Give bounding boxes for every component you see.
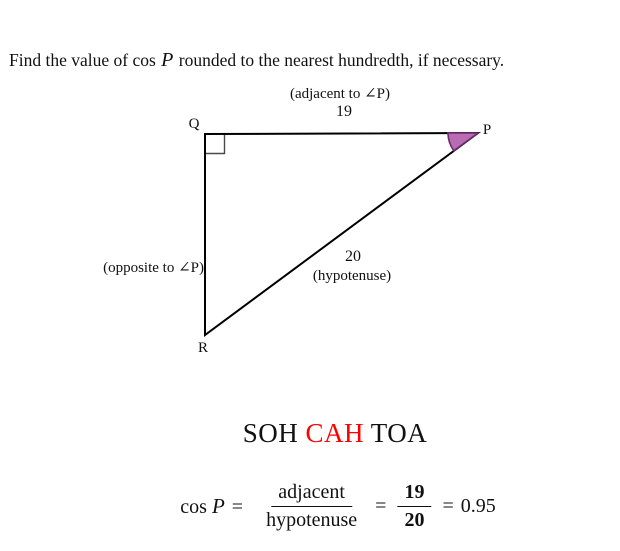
- right-angle-marker: [206, 135, 226, 155]
- problem-statement-prefix: Find the value of cos: [9, 49, 161, 70]
- hypotenuse-length-label: 20: [345, 248, 361, 265]
- mnemonic-cah: CAH: [305, 418, 365, 448]
- formula-fraction-numbers: 19 20: [397, 481, 432, 532]
- vertex-label-p: P: [483, 122, 491, 138]
- formula-equals-2: =: [375, 495, 387, 517]
- problem-statement-suffix: rounded to the nearest hundredth, if nec…: [174, 49, 505, 70]
- triangle-outline: [204, 131, 482, 337]
- adjacent-length-label: 19: [336, 103, 352, 120]
- formula-variable: P: [211, 494, 225, 518]
- opposite-note-label: (opposite to ∠P): [103, 260, 204, 276]
- cosine-formula: cos P = adjacent hypotenuse = 19 20 = 0.…: [180, 481, 495, 532]
- adjacent-note-label: (adjacent to ∠P): [290, 86, 390, 102]
- mnemonic-soh: SOH: [242, 418, 306, 448]
- formula-fraction-words: adjacent hypotenuse: [259, 481, 364, 532]
- mnemonic-soh-cah-toa: SOH CAH TOA: [243, 418, 428, 449]
- problem-variable: P: [161, 48, 174, 71]
- problem-statement: Find the value of cos P rounded to the n…: [9, 48, 609, 73]
- formula-numerator-value: 19: [397, 481, 432, 507]
- formula-equals-3: =: [442, 495, 459, 517]
- angle-p-wedge: [447, 132, 481, 152]
- formula-numerator-word: adjacent: [271, 481, 352, 507]
- mnemonic-toa: TOA: [364, 418, 428, 448]
- formula-lhs: cos P =: [180, 494, 250, 519]
- formula-result: 0.95: [460, 495, 496, 517]
- formula-equals-1: =: [226, 496, 249, 518]
- vertex-label-q: Q: [189, 116, 200, 132]
- hypotenuse-note-label: (hypotenuse): [313, 268, 391, 284]
- formula-denominator-word: hypotenuse: [266, 509, 358, 531]
- formula-denominator-value: 20: [404, 509, 425, 531]
- vertex-label-r: R: [198, 340, 208, 356]
- formula-func: cos: [180, 496, 212, 518]
